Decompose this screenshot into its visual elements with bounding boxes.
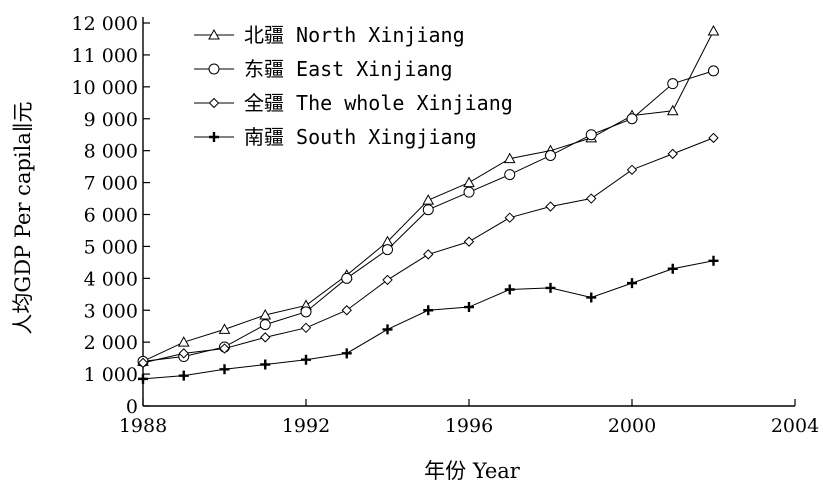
data-point-triangle	[259, 309, 272, 320]
x-tick-label: 1988	[119, 415, 167, 437]
data-point-triangle	[218, 323, 231, 334]
data-point-plus	[219, 364, 230, 375]
legend-label: 南疆 South Xingjiang	[244, 125, 477, 149]
data-point-plus	[209, 132, 219, 142]
data-point-diamond	[382, 274, 393, 286]
data-point-diamond	[178, 348, 189, 359]
y-tick-label: 8 000	[84, 141, 138, 163]
data-point-circle	[382, 244, 393, 256]
legend-label: 全疆 The whole Xinjiang	[244, 91, 513, 115]
y-tick-label: 2 000	[84, 332, 138, 354]
legend: 北疆 North Xinjiang 东疆 East Xinjiang 全疆 The …	[194, 23, 513, 149]
data-point-diamond	[341, 305, 352, 316]
x-tick-label: 1996	[445, 415, 493, 437]
data-point-circle	[504, 169, 516, 181]
data-point-diamond	[260, 332, 271, 343]
data-point-plus	[138, 373, 148, 384]
data-point-circle	[667, 78, 679, 90]
x-axis-title: 年份 Year	[424, 459, 521, 483]
y-tick-label: 3 000	[84, 300, 138, 322]
y-tick-label: 10 000	[72, 77, 138, 99]
data-point-circle	[300, 306, 312, 318]
data-point-triangle	[707, 24, 720, 36]
data-point-circle	[341, 272, 353, 284]
data-point-plus	[341, 348, 352, 359]
legend-entry: 全疆 The whole Xinjiang	[194, 91, 513, 115]
data-point-plus	[301, 354, 311, 365]
data-point-triangle	[208, 28, 220, 40]
data-point-circle	[585, 129, 597, 141]
data-point-circle	[422, 204, 434, 216]
data-point-diamond	[463, 236, 475, 247]
data-point-circle	[463, 186, 475, 198]
y-tick-label: 4 000	[84, 268, 138, 290]
series-plus	[138, 255, 719, 384]
data-point-diamond	[708, 132, 719, 144]
data-point-plus	[178, 370, 189, 381]
data-point-plus	[586, 292, 597, 303]
data-point-diamond	[545, 201, 556, 212]
data-point-plus	[382, 324, 393, 335]
data-point-diamond	[626, 164, 638, 176]
series-layer	[137, 24, 720, 384]
data-point-circle	[708, 65, 719, 77]
data-point-plus	[627, 278, 637, 289]
x-tick-label: 2000	[608, 415, 656, 437]
y-tick-label: 7 000	[84, 173, 138, 195]
series-line	[142, 260, 714, 380]
x-tick-label: 1992	[282, 415, 330, 437]
y-tick-label: 12 000	[72, 13, 138, 35]
x-tick-label: 2004	[771, 415, 819, 437]
y-tick-label: 11 000	[72, 45, 138, 67]
data-point-triangle	[666, 104, 679, 116]
data-point-diamond	[137, 357, 149, 369]
data-point-plus	[708, 255, 719, 266]
data-point-diamond	[423, 249, 434, 260]
data-point-diamond	[300, 322, 312, 334]
data-point-circle	[259, 319, 271, 331]
data-point-diamond	[667, 148, 678, 160]
data-point-triangle	[422, 194, 435, 205]
y-tick-label: 0	[126, 396, 138, 418]
data-point-diamond	[208, 97, 220, 109]
data-point-plus	[423, 305, 434, 316]
series-diamond	[137, 132, 719, 369]
data-point-plus	[260, 359, 271, 370]
legend-label: 东疆 East Xinjiang	[244, 57, 453, 81]
legend-entry: 东疆 East Xinjiang	[194, 57, 453, 81]
data-point-circle	[626, 113, 638, 125]
legend-label: 北疆 North Xinjiang	[244, 23, 465, 47]
data-point-plus	[464, 302, 474, 313]
data-point-diamond	[504, 212, 515, 223]
data-point-diamond	[219, 343, 230, 354]
data-point-triangle	[177, 336, 190, 347]
data-point-diamond	[586, 193, 597, 204]
data-point-plus	[504, 284, 515, 295]
data-point-triangle	[463, 176, 475, 188]
data-point-circle	[545, 149, 556, 161]
legend-entry: 南疆 South Xingjiang	[194, 125, 477, 149]
y-tick-label: 1 000	[84, 364, 138, 386]
y-tick-label: 6 000	[84, 205, 138, 227]
data-point-plus	[667, 263, 678, 274]
data-point-plus	[545, 282, 556, 293]
y-tick-label: 5 000	[84, 236, 138, 258]
legend-entry: 北疆 North Xinjiang	[194, 23, 465, 47]
y-tick-label: 9 000	[84, 109, 138, 131]
y-axis-title: 人均GDP Per capila∥元	[11, 101, 35, 334]
data-point-circle	[208, 63, 220, 75]
data-point-triangle	[503, 152, 516, 164]
axes: 0 1 000 2 000 3 000 4 000 5 000 6 000 7 000 8 00…	[72, 13, 820, 437]
